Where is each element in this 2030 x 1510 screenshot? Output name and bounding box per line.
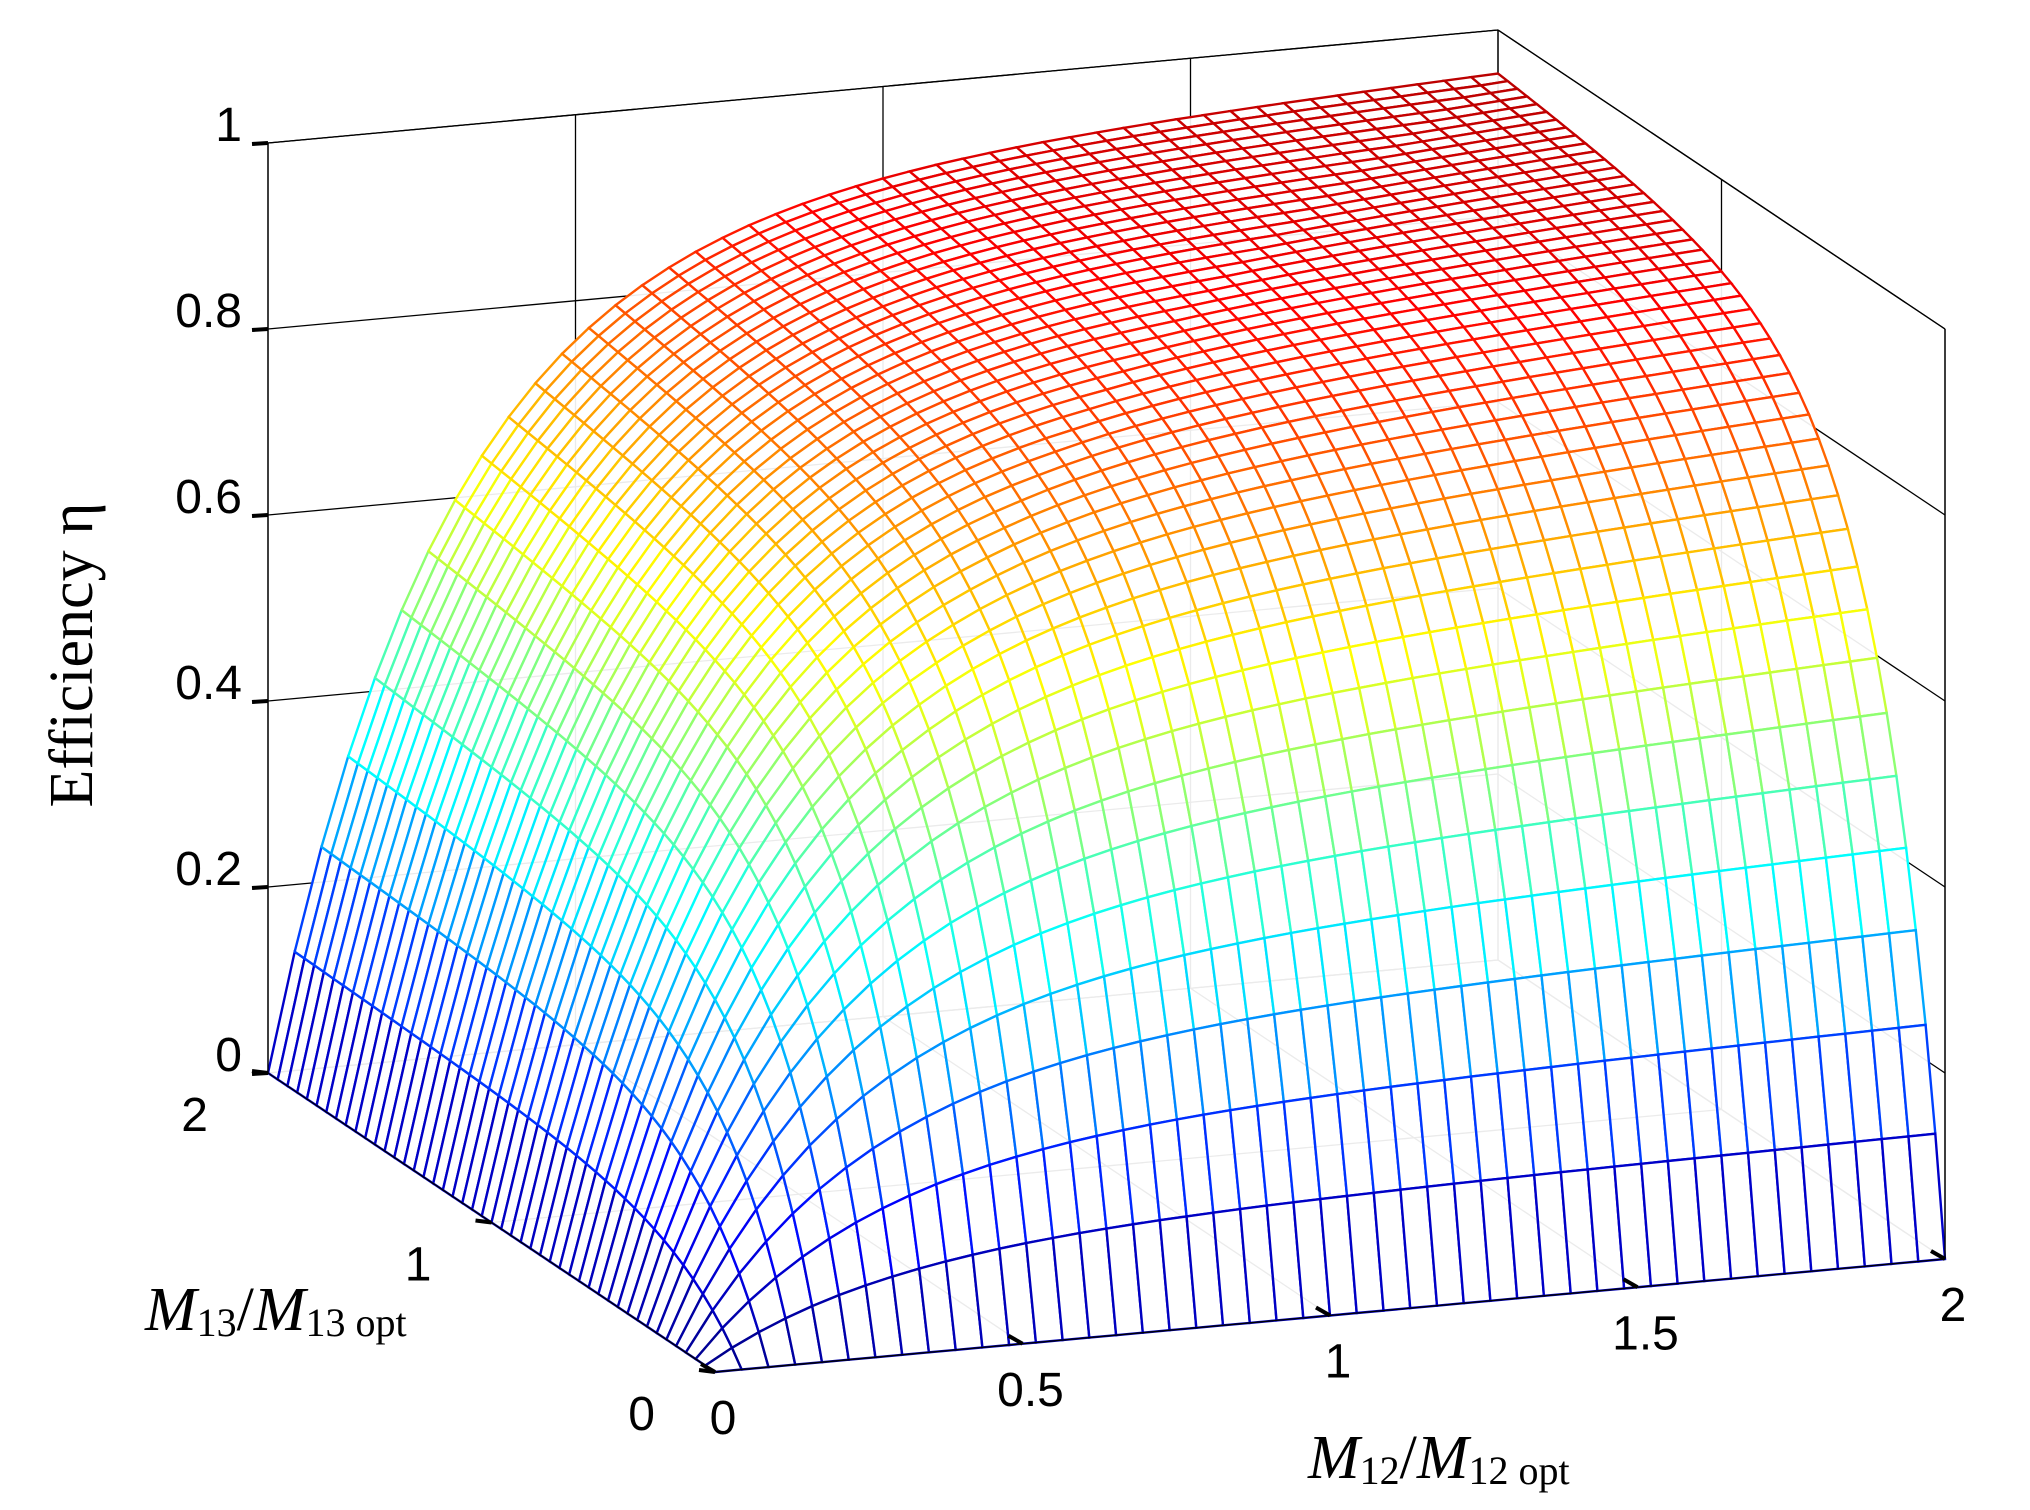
y-tick-label: 0 <box>628 1388 655 1441</box>
x-axis-title-m2: M <box>1416 1424 1472 1492</box>
z-tick-label: 0 <box>215 1029 242 1082</box>
y-tick-mark <box>475 1218 492 1225</box>
z-tick-mark <box>251 885 269 890</box>
z-tick-label: 0.2 <box>175 843 242 896</box>
x-tick-label: 2 <box>1940 1279 1967 1332</box>
x-tick-mark <box>1315 1305 1331 1318</box>
x-tick-label: 0 <box>710 1392 737 1445</box>
y-axis-title-sub: 13 <box>197 1300 237 1345</box>
z-tick-mark <box>251 1071 269 1076</box>
y-tick-label: 1 <box>405 1239 432 1292</box>
box-top-side <box>1497 29 1946 330</box>
box-top-back <box>267 29 1499 144</box>
x-tick-mark <box>1930 1249 1946 1261</box>
ticks-layer <box>251 141 1946 1374</box>
x-tick-label: 0.5 <box>997 1364 1064 1417</box>
y-tick-mark <box>698 1368 716 1374</box>
x-tick-label: 1.5 <box>1612 1307 1679 1360</box>
x-axis-title: M12/M12 opt <box>1307 1424 1570 1493</box>
z-tick-label: 0.4 <box>175 657 242 710</box>
z-tick-mark <box>251 327 269 332</box>
x-axis-title-sub2: 12 opt <box>1469 1448 1570 1493</box>
z-tick-label: 1 <box>215 99 242 152</box>
x-tick-mark <box>1622 1277 1639 1289</box>
z-tick-label: 0.6 <box>175 471 242 524</box>
x-tick-label: 1 <box>1325 1336 1352 1389</box>
surface-layer <box>266 72 1947 1374</box>
y-axis-title-m: M <box>144 1276 200 1344</box>
z-tick-mark <box>251 141 269 146</box>
y-axis-title-slash: / <box>237 1276 255 1344</box>
y-axis-title-sub2: 13 opt <box>306 1300 407 1345</box>
z-axis-title: Efficiency η <box>38 503 106 808</box>
y-tick-label: 2 <box>181 1089 208 1142</box>
y-axis-title-m2: M <box>253 1276 309 1344</box>
z-tick-mark <box>251 513 269 518</box>
z-tick-mark <box>251 699 269 704</box>
x-axis-title-slash: / <box>1400 1424 1418 1492</box>
x-tick-mark <box>1007 1334 1024 1346</box>
y-axis-title: M13/M13 opt <box>144 1276 407 1345</box>
z-tick-label: 0.8 <box>175 285 242 338</box>
x-axis-title-sub: 12 <box>1360 1448 1400 1493</box>
x-axis-title-m: M <box>1307 1424 1363 1492</box>
